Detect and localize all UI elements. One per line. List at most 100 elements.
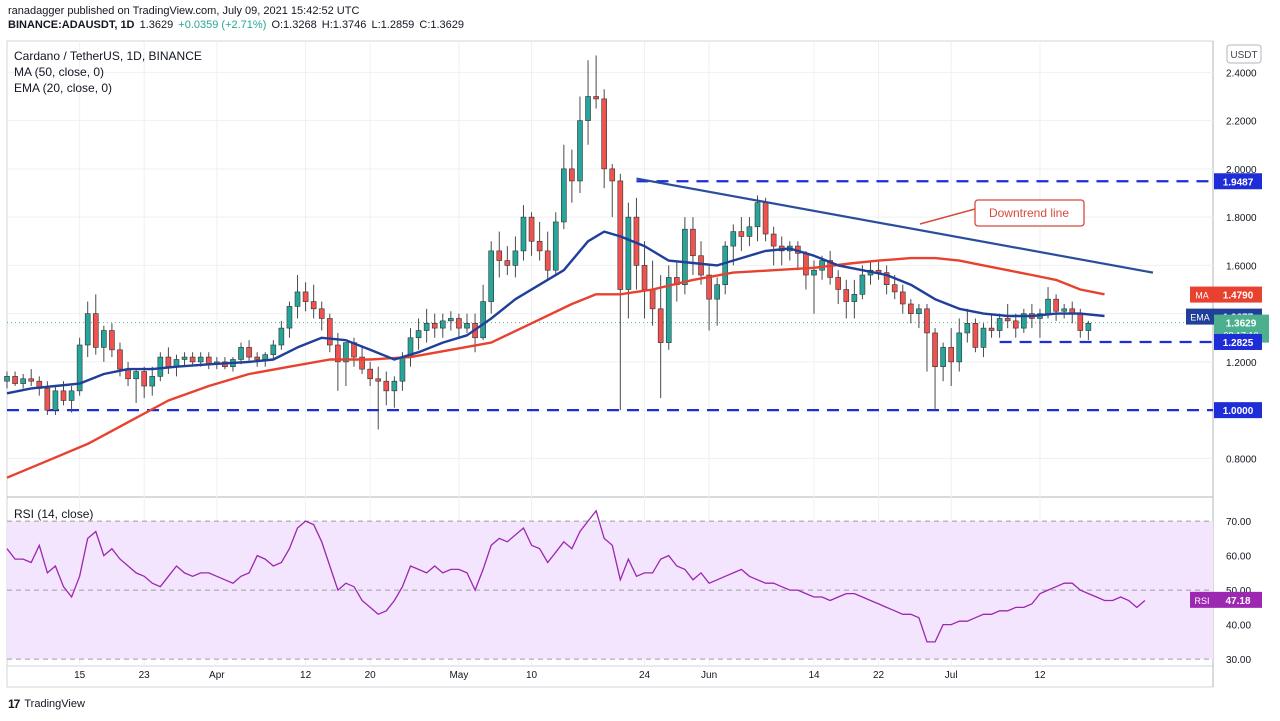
level-tag-bg bbox=[1214, 333, 1262, 350]
price-tick-label: 1.8000 bbox=[1226, 213, 1257, 224]
horizontal-levels bbox=[7, 180, 1213, 412]
candle bbox=[1061, 303, 1067, 319]
candle-body bbox=[359, 356, 365, 370]
candle bbox=[883, 265, 890, 295]
candle bbox=[101, 325, 107, 362]
candle bbox=[641, 241, 648, 319]
candle bbox=[310, 284, 317, 319]
candle bbox=[835, 270, 842, 304]
candle-body bbox=[948, 347, 954, 363]
candle bbox=[1021, 308, 1027, 333]
candle-body bbox=[1021, 313, 1027, 329]
candle-body bbox=[585, 96, 591, 121]
candle bbox=[76, 337, 83, 396]
candle-body bbox=[504, 260, 511, 266]
candle bbox=[674, 260, 680, 302]
candle bbox=[625, 202, 632, 319]
candle bbox=[335, 332, 341, 391]
candle-body bbox=[924, 308, 930, 334]
candle bbox=[1053, 294, 1059, 321]
ma-tag-text: 1.4790 bbox=[1223, 291, 1254, 302]
candle bbox=[746, 217, 753, 247]
candle bbox=[786, 241, 793, 261]
time-tick-label: May bbox=[449, 670, 468, 681]
price-tick-label: 2.4000 bbox=[1226, 68, 1257, 79]
candle bbox=[770, 226, 777, 266]
candle bbox=[552, 212, 559, 276]
candle-body bbox=[262, 354, 269, 360]
candle-body bbox=[1045, 298, 1051, 314]
candle bbox=[125, 361, 131, 387]
candle-body bbox=[439, 320, 446, 329]
candle bbox=[52, 386, 59, 415]
candle-body bbox=[68, 390, 75, 401]
legend-title: Cardano / TetherUS, 1D, BINANCE bbox=[14, 49, 202, 63]
candle-body bbox=[496, 250, 503, 261]
candle-body bbox=[20, 378, 26, 384]
candle-body bbox=[682, 228, 688, 285]
price-tags: 1.9487MA1.4790EMA1.38771.362908:17:101.2… bbox=[1186, 173, 1269, 608]
candle bbox=[730, 224, 737, 266]
last-price-tag-text: 1.3629 bbox=[1226, 319, 1257, 330]
candle bbox=[561, 144, 567, 230]
candle-body bbox=[246, 347, 252, 358]
candle-body bbox=[76, 344, 83, 392]
moving-averages bbox=[6, 177, 1154, 479]
candle bbox=[326, 313, 333, 353]
candle bbox=[722, 241, 729, 295]
candle bbox=[278, 320, 285, 350]
candle-body bbox=[577, 120, 583, 182]
candle bbox=[407, 328, 414, 367]
candle bbox=[536, 221, 543, 261]
candle-body bbox=[60, 390, 67, 401]
candle-body bbox=[762, 202, 769, 235]
ma-tag-key-text: MA bbox=[1195, 291, 1209, 301]
candle-body bbox=[819, 260, 825, 271]
candle-body bbox=[593, 96, 599, 100]
candle bbox=[431, 313, 438, 338]
candle bbox=[133, 369, 139, 403]
candle-body bbox=[625, 216, 632, 290]
currency-badge[interactable]: USDT bbox=[1226, 44, 1262, 64]
tradingview-logo-icon: 17 bbox=[8, 697, 20, 711]
candle-body bbox=[157, 356, 164, 377]
ma-tag-bg bbox=[1214, 286, 1262, 303]
candle-body bbox=[302, 291, 309, 302]
candle bbox=[383, 371, 390, 406]
rsi-tick-label: 60.00 bbox=[1226, 552, 1251, 563]
candle bbox=[899, 284, 906, 314]
candle bbox=[165, 347, 172, 374]
candle-body bbox=[609, 168, 616, 182]
candle bbox=[189, 352, 196, 365]
chart-header: ranadagger published on TradingView.com,… bbox=[8, 4, 466, 32]
ohlc-line: BINANCE:ADAUSDT, 1D 1.3629 +0.0359 (+2.7… bbox=[8, 18, 466, 32]
candle bbox=[20, 373, 26, 389]
candle-body bbox=[940, 347, 946, 368]
rsi-tag-key bbox=[1190, 591, 1214, 608]
candle bbox=[415, 318, 422, 350]
legend-rsi: RSI (14, close) bbox=[14, 507, 93, 521]
downtrend-annotation: Downtrend line bbox=[919, 199, 1085, 227]
candle-body bbox=[706, 274, 712, 300]
footer: 17 TradingView bbox=[8, 697, 85, 711]
candle-body bbox=[714, 284, 720, 300]
candle bbox=[569, 149, 575, 203]
time-tick-label: 10 bbox=[526, 670, 538, 681]
candle bbox=[270, 340, 277, 360]
price-tick-label: 0.8000 bbox=[1226, 454, 1257, 465]
candle bbox=[754, 195, 761, 242]
candle-body bbox=[722, 245, 729, 285]
rsi-tick-label: 40.00 bbox=[1226, 621, 1251, 632]
candlesticks bbox=[4, 55, 1092, 430]
candle-body bbox=[1085, 322, 1092, 331]
candle-body bbox=[883, 272, 890, 285]
candle bbox=[657, 275, 664, 399]
candle-body bbox=[391, 380, 398, 392]
candle bbox=[109, 323, 115, 358]
candle bbox=[980, 323, 987, 358]
candle bbox=[439, 313, 446, 338]
candle-body bbox=[109, 330, 115, 351]
ema20-line bbox=[6, 230, 1105, 395]
candle bbox=[456, 313, 462, 338]
